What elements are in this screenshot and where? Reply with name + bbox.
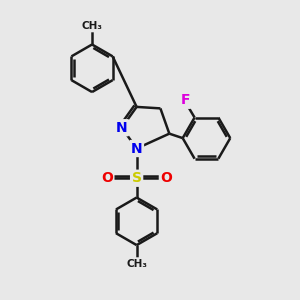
Text: F: F (180, 93, 190, 107)
Text: N: N (131, 142, 142, 155)
Text: S: S (132, 171, 142, 185)
Text: N: N (116, 121, 128, 135)
Text: CH₃: CH₃ (126, 259, 147, 269)
Text: CH₃: CH₃ (82, 21, 103, 31)
Text: O: O (101, 171, 113, 185)
Text: O: O (160, 171, 172, 185)
